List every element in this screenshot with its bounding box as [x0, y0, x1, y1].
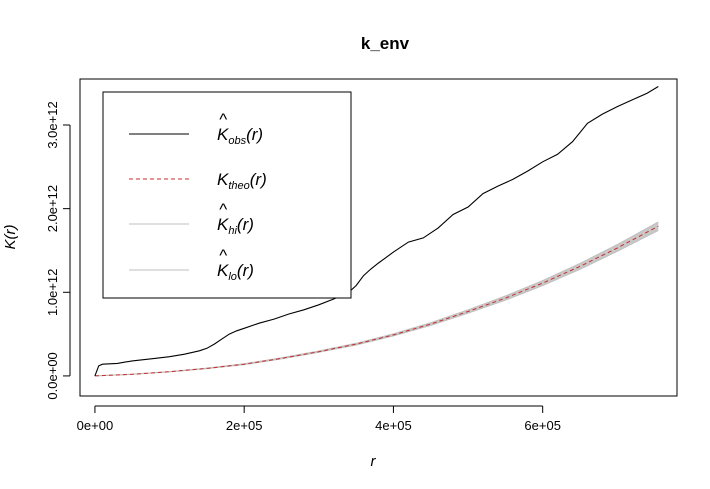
x-tick-label: 0e+00 — [77, 418, 114, 433]
chart-title: k_env — [361, 34, 410, 53]
y-tick-label: 0.0e+00 — [45, 352, 60, 399]
y-tick-label: 1.0e+12 — [45, 269, 60, 316]
legend-entry-obs: Kobs(r)^ — [129, 110, 263, 147]
legend-hat-obs: ^ — [219, 110, 228, 129]
legend-entry-lo: Klo(r)^ — [129, 246, 254, 283]
legend-label-lo: Klo(r) — [217, 261, 254, 283]
x-tick-label: 4e+05 — [375, 418, 412, 433]
legend-entry-hi: Khi(r)^ — [129, 200, 254, 237]
legend-label-hi: Khi(r) — [217, 215, 254, 237]
legend-label-obs: Kobs(r) — [217, 125, 263, 147]
legend-label-theo: Ktheo(r) — [217, 170, 267, 192]
y-axis: 0.0e+00 1.0e+12 2.0e+12 3.0e+12 — [45, 101, 71, 400]
series-layer — [94, 86, 659, 377]
legend-hat-hi: ^ — [219, 200, 228, 219]
x-axis: 0e+00 2e+05 4e+05 6e+05 — [77, 405, 561, 433]
series-line-theo — [94, 225, 659, 377]
legend: Kobs(r)^Ktheo(r)Khi(r)^Klo(r)^ — [102, 91, 352, 299]
legend-hat-lo: ^ — [219, 246, 228, 265]
y-tick-label: 2.0e+12 — [45, 185, 60, 232]
x-tick-label: 6e+05 — [524, 418, 561, 433]
y-axis-label: K(r) — [2, 225, 19, 250]
x-tick-label: 2e+05 — [226, 418, 263, 433]
y-tick-label: 3.0e+12 — [45, 101, 60, 148]
series-line-obs — [94, 86, 659, 377]
x-axis-label: r — [371, 453, 377, 470]
legend-box — [102, 91, 352, 299]
plot-frame — [79, 78, 678, 397]
legend-entry-theo: Ktheo(r) — [129, 170, 267, 192]
